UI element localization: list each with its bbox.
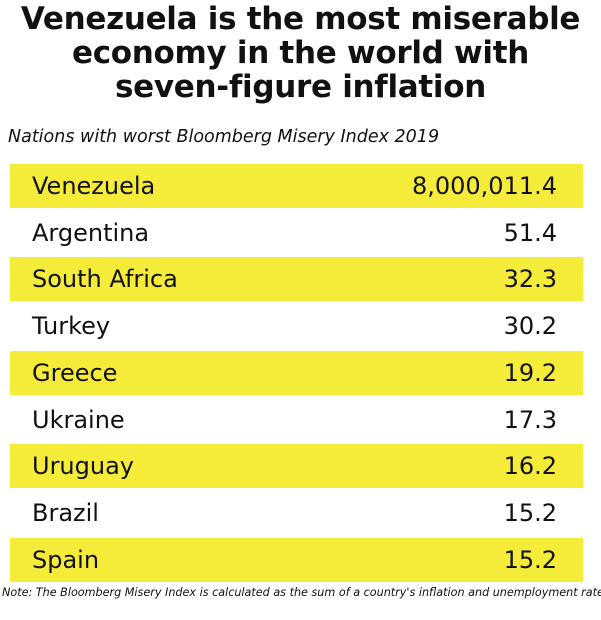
- table-row: South Africa 32.3: [10, 257, 583, 302]
- misery-index-value: 15.2: [503, 545, 557, 574]
- footnote: Note: The Bloomberg Misery Index is calc…: [2, 586, 601, 599]
- country-label: Argentina: [32, 218, 150, 247]
- misery-index-value: 15.2: [503, 498, 557, 527]
- country-label: Spain: [32, 545, 100, 574]
- misery-index-value: 51.4: [503, 218, 557, 247]
- country-label: Greece: [32, 358, 118, 387]
- table-row: Spain 15.2: [10, 537, 583, 582]
- misery-index-value: 30.2: [503, 312, 557, 341]
- country-label: Uruguay: [32, 452, 134, 481]
- table-row: Argentina 51.4: [10, 211, 583, 255]
- title-line-2: economy in the world with: [71, 35, 530, 71]
- title-line-1: Venezuela is the most miserable: [20, 1, 581, 37]
- misery-index-value: 32.3: [503, 265, 557, 294]
- country-label: Brazil: [32, 498, 99, 527]
- misery-index-value: 19.2: [503, 358, 557, 387]
- table-row: Venezuela 8,000,011.4: [10, 164, 583, 208]
- chart-subtitle: Nations with worst Bloomberg Misery Inde…: [8, 127, 440, 147]
- table-row: Uruguay 16.2: [10, 444, 583, 489]
- country-label: South Africa: [32, 265, 178, 294]
- table-row: Brazil 15.2: [10, 491, 583, 535]
- country-label: Venezuela: [32, 172, 156, 200]
- chart-title: Venezuela is the most miserable economy …: [0, 2, 601, 104]
- table-row: Ukraine 17.3: [10, 398, 583, 442]
- country-label: Ukraine: [32, 405, 125, 434]
- title-line-3: seven-figure inflation: [114, 69, 487, 105]
- misery-index-value: 16.2: [503, 452, 557, 481]
- misery-index-value: 17.3: [503, 405, 557, 434]
- misery-index-value: 8,000,011.4: [411, 172, 557, 200]
- country-label: Turkey: [32, 312, 111, 341]
- table-row: Greece 19.2: [10, 350, 583, 395]
- table-row: Turkey 30.2: [10, 304, 583, 348]
